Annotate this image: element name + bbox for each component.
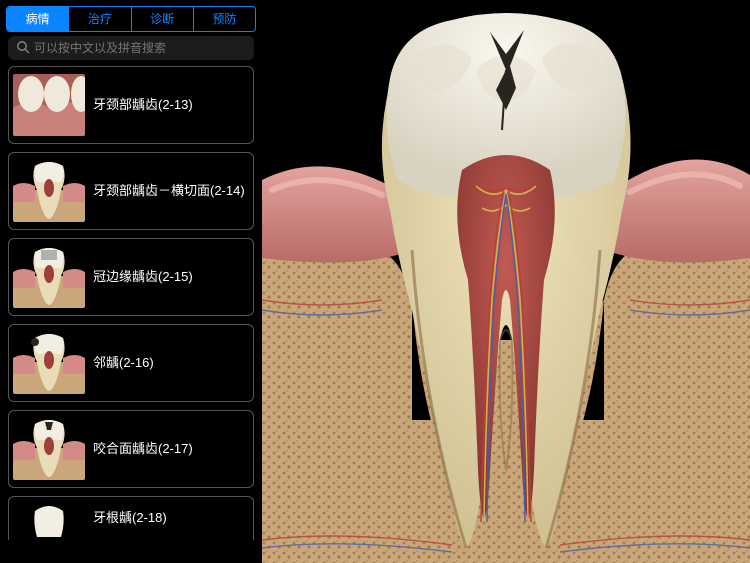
list-item[interactable]: 牙根龋(2-18) <box>8 496 254 540</box>
tab-condition[interactable]: 病情 <box>7 7 69 31</box>
main-view[interactable] <box>262 0 750 563</box>
thumbnail <box>13 160 85 222</box>
thumbnail <box>13 74 85 136</box>
list-item-label: 邻龋(2-16) <box>93 355 162 372</box>
tab-diagnosis[interactable]: 诊断 <box>132 7 194 31</box>
thumbnail <box>13 418 85 480</box>
list-item-label: 牙根龋(2-18) <box>93 510 175 527</box>
list-item[interactable]: 牙颈部龋齿(2-13) <box>8 66 254 144</box>
list-item[interactable]: 邻龋(2-16) <box>8 324 254 402</box>
list-item[interactable]: 牙颈部龋齿－横切面(2-14) <box>8 152 254 230</box>
list-item-label: 牙颈部龋齿－横切面(2-14) <box>93 183 253 200</box>
app-root: 病情 治疗 诊断 预防 <box>0 0 750 563</box>
tab-treatment[interactable]: 治疗 <box>69 7 131 31</box>
tooth-cross-section-illustration <box>262 0 750 563</box>
thumbnail <box>13 501 85 537</box>
tab-prevention[interactable]: 预防 <box>194 7 255 31</box>
search-icon <box>16 40 30 57</box>
thumbnail <box>13 332 85 394</box>
search-input[interactable] <box>8 36 254 60</box>
list-item[interactable]: 冠边缘龋齿(2-15) <box>8 238 254 316</box>
item-list[interactable]: 牙颈部龋齿(2-13) 牙颈部龋齿－横切面(2-14) <box>0 66 262 563</box>
sidebar: 病情 治疗 诊断 预防 <box>0 0 262 563</box>
list-item[interactable]: 咬合面龋齿(2-17) <box>8 410 254 488</box>
list-item-label: 咬合面龋齿(2-17) <box>93 441 201 458</box>
list-item-label: 冠边缘龋齿(2-15) <box>93 269 201 286</box>
thumbnail <box>13 246 85 308</box>
list-item-label: 牙颈部龋齿(2-13) <box>93 97 201 114</box>
search-container <box>8 36 254 60</box>
tab-bar: 病情 治疗 诊断 预防 <box>6 6 256 32</box>
